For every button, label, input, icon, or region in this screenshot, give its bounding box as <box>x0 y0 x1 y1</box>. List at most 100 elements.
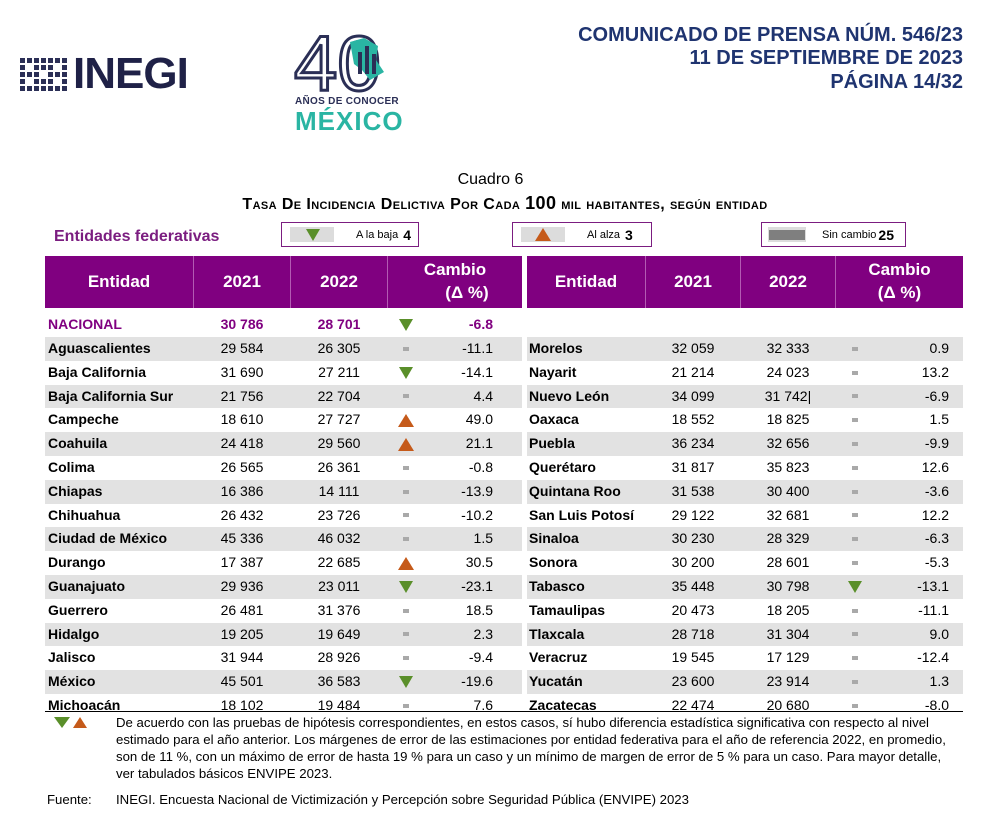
value-2021: 19 545 <box>671 649 715 666</box>
entity-name: Morelos <box>529 340 583 356</box>
trend-indicator <box>836 408 874 432</box>
entity-name: Campeche <box>48 411 119 428</box>
legend-down-swatch <box>290 227 334 242</box>
value-2022: 18 825 <box>766 411 810 428</box>
change-value: 49.0 <box>465 411 493 428</box>
value-2021: 31 817 <box>671 459 715 475</box>
value-2021: 30 230 <box>671 530 715 547</box>
entity-name: Quintana Roo <box>529 482 621 499</box>
change-value: 1.5 <box>929 411 949 428</box>
press-release-header: COMUNICADO DE PRENSA NÚM. 546/23 11 DE S… <box>578 24 963 94</box>
no-change-icon <box>403 465 409 470</box>
table-row: Jalisco 31 944 28 926 -9.4 <box>45 646 522 670</box>
national-2021: 30 786 <box>220 316 264 332</box>
change-value: -11.1 <box>918 601 949 618</box>
no-change-icon <box>769 229 805 240</box>
press-release-page: PÁGINA 14/32 <box>830 70 963 93</box>
value-2021: 21 756 <box>220 387 264 404</box>
trend-indicator <box>388 527 424 551</box>
change-value: 7.6 <box>473 697 493 713</box>
entity-name: Querétaro <box>529 459 596 475</box>
table-row: Guerrero 26 481 31 376 18.5 <box>45 599 522 623</box>
change-value: -3.6 <box>924 482 949 499</box>
table-row: Quintana Roo 31 538 30 400 -3.6 <box>527 479 963 504</box>
value-2022: 14 111 <box>318 482 360 499</box>
change-value: 12.2 <box>921 506 949 523</box>
value-2021: 21 214 <box>671 363 715 380</box>
no-change-icon <box>403 703 409 708</box>
value-2022: 22 704 <box>317 387 361 404</box>
no-change-icon <box>852 370 858 375</box>
change-value: -6.3 <box>924 530 949 547</box>
table-title: Tasa de incidencia delictiva por cada 10… <box>242 193 768 213</box>
value-2022: 23 011 <box>318 578 360 594</box>
value-2021: 17 387 <box>220 554 264 571</box>
trend-indicator <box>836 694 874 718</box>
header-change: Cambio (Δ %) <box>388 256 522 308</box>
trend-indicator <box>388 432 424 456</box>
change-value: 21.1 <box>465 435 493 452</box>
value-2021: 29 584 <box>220 340 264 356</box>
value-2021: 28 718 <box>671 625 715 642</box>
trend-indicator <box>388 575 424 599</box>
entity-name: Sinaloa <box>529 530 579 547</box>
anniversary-country: MÉXICO <box>295 106 404 136</box>
legend-up-label: Al alza <box>587 228 621 241</box>
national-change: -6.8 <box>468 316 493 332</box>
header-2022: 2022 <box>320 271 358 291</box>
press-release-date: 11 DE SEPTIEMBRE DE 2023 <box>689 47 963 70</box>
change-value: -19.6 <box>461 673 493 690</box>
value-2021: 31 538 <box>671 482 715 499</box>
table-row: Michoacán 18 102 19 484 7.6 <box>45 694 522 718</box>
change-value: -13.9 <box>461 482 493 499</box>
value-2022: 28 601 <box>766 554 810 571</box>
trend-indicator <box>836 551 874 575</box>
value-2022: 23 726 <box>317 506 361 523</box>
no-change-icon <box>403 346 409 351</box>
entity-name: Baja California Sur <box>48 387 174 404</box>
table-row: Nayarit 21 214 24 023 13.2 <box>527 361 963 385</box>
value-2022: 32 681 <box>766 506 810 523</box>
legend-none: Sin cambio 25 <box>761 222 906 247</box>
value-2021: 36 234 <box>671 435 715 452</box>
no-change-icon <box>852 418 858 423</box>
value-2022: 24 023 <box>766 363 810 380</box>
value-2021: 26 565 <box>220 459 264 475</box>
table-header-right: Entidad 2021 2022 Cambio (Δ %) <box>527 256 963 308</box>
entity-name: Oaxaca <box>529 411 579 428</box>
value-2021: 45 501 <box>220 673 264 690</box>
header-change-right: Cambio (Δ %) <box>836 256 963 308</box>
entity-name: Nuevo León <box>529 387 610 404</box>
table-row: Tlaxcala 28 718 31 304 9.0 <box>527 622 963 647</box>
header-2022-right: 2022 <box>769 271 807 291</box>
header-change-label-right: Cambio <box>868 260 931 280</box>
no-change-icon <box>852 656 858 661</box>
table-header-left: Entidad 2021 2022 Cambio (Δ %) <box>45 256 522 308</box>
value-2022: 27 211 <box>318 363 360 380</box>
value-2022: 35 823 <box>766 459 810 475</box>
trend-indicator <box>388 504 424 528</box>
entity-name: Colima <box>48 459 95 475</box>
value-2022: 28 926 <box>317 649 361 666</box>
table-row: Puebla 36 234 32 656 -9.9 <box>527 432 963 456</box>
entity-name: Chiapas <box>48 482 103 499</box>
entity-name: Guanajuato <box>48 578 126 594</box>
header-change-unit-right: (Δ %) <box>877 283 922 302</box>
table-row: Chihuahua 26 432 23 726 -10.2 <box>45 504 522 528</box>
value-2022: 32 656 <box>766 435 810 452</box>
legend-none-label: Sin cambio <box>822 228 877 241</box>
entity-name: Tabasco <box>529 578 585 594</box>
value-2021: 32 059 <box>671 340 715 356</box>
no-change-icon <box>403 394 409 399</box>
no-change-icon <box>852 537 858 542</box>
table-row: Sinaloa 30 230 28 329 -6.3 <box>527 527 963 552</box>
down-triangle-icon <box>54 717 70 728</box>
value-2021: 29 122 <box>671 506 715 523</box>
change-value: -23.1 <box>461 578 493 594</box>
trend-indicator <box>388 551 424 575</box>
trend-indicator <box>388 480 424 504</box>
incidence-table: Entidad 2021 2022 Cambio (Δ %) Entidad 2… <box>45 256 963 713</box>
trend-indicator <box>388 456 424 480</box>
value-2022: 31 742| <box>764 387 812 404</box>
header-2021-right: 2021 <box>674 271 712 291</box>
